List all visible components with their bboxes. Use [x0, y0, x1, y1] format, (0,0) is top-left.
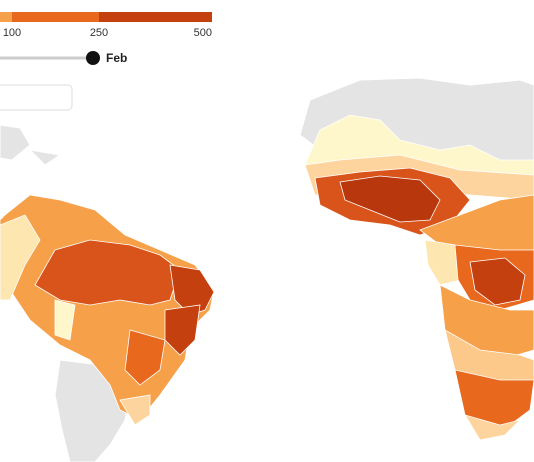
legend-tick-label: 250 — [90, 27, 108, 39]
legend-swatch — [99, 12, 212, 22]
legend-tick-label: 500 — [194, 27, 212, 39]
slider-handle[interactable] — [86, 51, 100, 65]
legend-swatch — [0, 12, 12, 22]
legend-tick-label: 100 — [3, 27, 21, 39]
legend-swatch — [12, 12, 99, 22]
search-box[interactable] — [0, 84, 73, 111]
legend: 100 250 500 — [0, 12, 212, 39]
slider-label: Feb — [106, 51, 127, 65]
africa-regions — [304, 114, 534, 441]
south-america-regions — [0, 194, 215, 426]
